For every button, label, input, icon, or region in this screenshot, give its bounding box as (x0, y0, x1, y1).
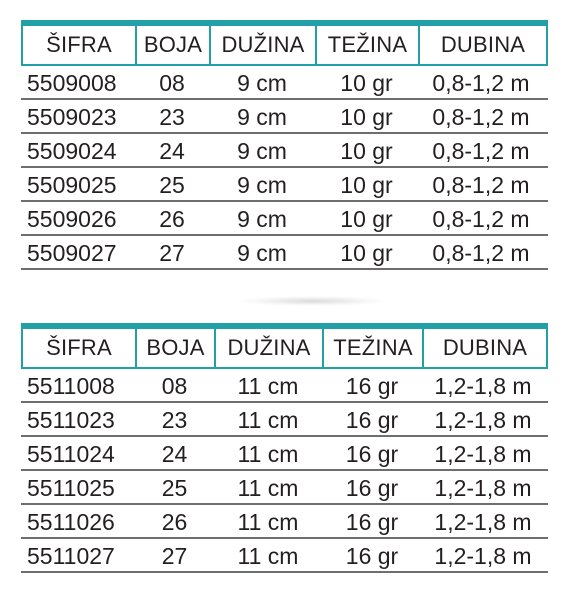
cell-sifra: 5511023 (27, 406, 115, 433)
cell-tezina: 16 gr (345, 474, 399, 501)
table-row: 5509024 24 9 cm 10 gr 0,8-1,2 m (21, 134, 548, 168)
table-row: 5511024 24 11 cm 16 gr 1,2-1,8 m (21, 437, 548, 471)
cell-tezina: 10 gr (340, 69, 393, 96)
cell-boja: 27 (161, 542, 188, 569)
cell-duzina: 9 cm (237, 103, 287, 130)
cell-sifra: 5511026 (27, 508, 115, 535)
cell-sifra: 5509026 (27, 205, 117, 232)
cell-duzina: 9 cm (237, 137, 287, 164)
table-header: ŠIFRA BOJA DUŽINA TEŽINA DUBINA (21, 329, 548, 369)
cell-dubina: 0,8-1,2 m (432, 137, 530, 164)
table-row: 5509026 26 9 cm 10 gr 0,8-1,2 m (21, 202, 548, 236)
cell-tezina: 10 gr (340, 239, 393, 266)
cell-duzina: 9 cm (237, 239, 287, 266)
cell-duzina: 11 cm (237, 372, 299, 399)
cell-duzina: 11 cm (237, 440, 299, 467)
cell-boja: 25 (161, 474, 188, 501)
cell-sifra: 5509027 (27, 239, 117, 266)
cell-dubina: 1,2-1,8 m (434, 372, 532, 399)
cell-tezina: 10 gr (340, 205, 393, 232)
cell-boja: 27 (159, 239, 185, 266)
cell-boja: 24 (159, 137, 185, 164)
cell-sifra: 5509024 (27, 137, 117, 164)
cell-dubina: 0,8-1,2 m (432, 239, 530, 266)
cell-dubina: 0,8-1,2 m (432, 205, 530, 232)
header-tezina: TEŽINA (317, 26, 420, 64)
table-row: 5511023 23 11 cm 16 gr 1,2-1,8 m (21, 403, 548, 437)
spec-table-1: ŠIFRA BOJA DUŽINA TEŽINA DUBINA 5509008 … (21, 20, 548, 270)
cell-tezina: 16 gr (345, 440, 399, 467)
cell-sifra: 5509008 (27, 69, 117, 96)
header-boja: BOJA (137, 26, 211, 64)
cell-sifra: 5511027 (27, 542, 115, 569)
cell-boja: 26 (161, 508, 188, 535)
cell-sifra: 5511024 (27, 440, 115, 467)
cell-tezina: 16 gr (345, 542, 399, 569)
header-duzina: DUŽINA (211, 26, 317, 64)
cell-dubina: 1,2-1,8 m (434, 542, 532, 569)
cell-dubina: 0,8-1,2 m (432, 103, 530, 130)
cell-duzina: 9 cm (237, 171, 287, 198)
table-row: 5509025 25 9 cm 10 gr 0,8-1,2 m (21, 168, 548, 202)
cell-dubina: 1,2-1,8 m (434, 474, 532, 501)
cell-dubina: 0,8-1,2 m (432, 171, 530, 198)
cell-tezina: 16 gr (345, 372, 399, 399)
cell-sifra: 5509023 (27, 103, 117, 130)
cell-sifra: 5511008 (27, 372, 115, 399)
table-header: ŠIFRA BOJA DUŽINA TEŽINA DUBINA (21, 26, 548, 66)
cell-dubina: 0,8-1,2 m (432, 69, 530, 96)
cell-sifra: 5509025 (27, 171, 117, 198)
cell-tezina: 16 gr (345, 406, 399, 433)
cell-boja: 26 (159, 205, 185, 232)
table-row: 5509023 23 9 cm 10 gr 0,8-1,2 m (21, 100, 548, 134)
cell-dubina: 1,2-1,8 m (434, 440, 532, 467)
cell-sifra: 5511025 (27, 474, 115, 501)
cell-dubina: 1,2-1,8 m (434, 406, 532, 433)
cell-boja: 24 (161, 440, 188, 467)
header-sifra: ŠIFRA (23, 26, 137, 64)
cell-dubina: 1,2-1,8 m (434, 508, 532, 535)
table-row: 5511025 25 11 cm 16 gr 1,2-1,8 m (21, 471, 548, 505)
cell-boja: 08 (159, 69, 185, 96)
table-row: 5509027 27 9 cm 10 gr 0,8-1,2 m (21, 236, 548, 270)
header-sifra: ŠIFRA (23, 329, 137, 367)
cell-boja: 23 (161, 406, 188, 433)
header-dubina: DUBINA (440, 32, 526, 57)
cell-duzina: 9 cm (237, 69, 287, 96)
header-duzina: DUŽINA (216, 329, 324, 367)
table-row: 5511008 08 11 cm 16 gr 1,2-1,8 m (21, 369, 548, 403)
cell-tezina: 16 gr (345, 508, 399, 535)
divider-shadow (240, 296, 385, 306)
cell-tezina: 10 gr (340, 171, 393, 198)
header-dubina: DUBINA (442, 335, 528, 360)
table-row: 5509008 08 9 cm 10 gr 0,8-1,2 m (21, 66, 548, 100)
cell-duzina: 11 cm (237, 406, 299, 433)
cell-duzina: 11 cm (237, 508, 299, 535)
cell-boja: 25 (159, 171, 185, 198)
header-tezina: TEŽINA (324, 329, 424, 367)
cell-tezina: 10 gr (340, 103, 393, 130)
cell-tezina: 10 gr (340, 137, 393, 164)
cell-boja: 23 (159, 103, 185, 130)
spec-table-2: ŠIFRA BOJA DUŽINA TEŽINA DUBINA 5511008 … (21, 323, 548, 573)
cell-duzina: 9 cm (237, 205, 287, 232)
cell-duzina: 11 cm (237, 542, 299, 569)
table-row: 5511026 26 11 cm 16 gr 1,2-1,8 m (21, 505, 548, 539)
cell-boja: 08 (161, 372, 188, 399)
table-row: 5511027 27 11 cm 16 gr 1,2-1,8 m (21, 539, 548, 573)
cell-duzina: 11 cm (237, 474, 299, 501)
header-boja: BOJA (137, 329, 216, 367)
